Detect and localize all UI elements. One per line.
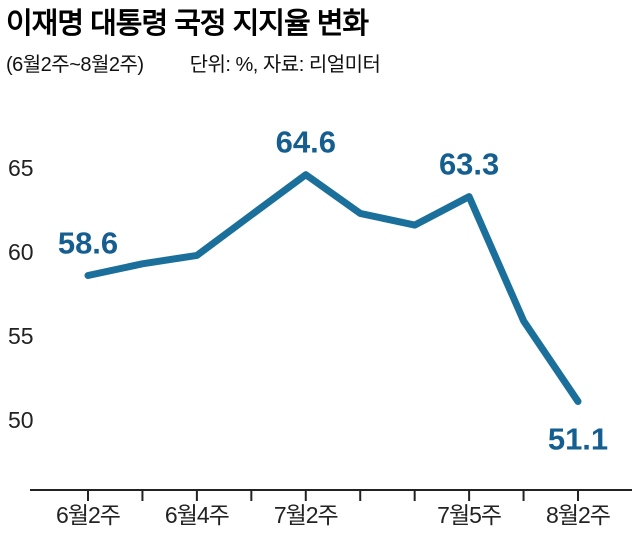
x-tick-label: 6월4주 [165, 502, 229, 528]
y-tick-label: 55 [8, 323, 34, 349]
point-value-label: 58.6 [58, 226, 118, 261]
x-tick-label: 7월2주 [274, 502, 338, 528]
point-value-label: 64.6 [276, 125, 336, 160]
chart-subtitle-row: (6월2주~8월2주) 단위: %, 자료: 리얼미터 [6, 48, 632, 77]
x-tick-label: 8월2주 [546, 502, 610, 528]
point-value-label: 51.1 [548, 422, 608, 457]
chart-period-label: (6월2주~8월2주) [6, 54, 144, 77]
y-tick-label: 65 [8, 155, 34, 181]
chart-header: 이재명 대통령 국정 지지율 변화 (6월2주~8월2주) 단위: %, 자료:… [0, 0, 632, 77]
y-tick-label: 50 [8, 407, 34, 433]
y-tick-label: 60 [8, 239, 34, 265]
point-value-label: 63.3 [439, 147, 499, 182]
approval-line [84, 171, 582, 405]
chart-unit-source-label: 단위: %, 자료: 리얼미터 [189, 54, 381, 77]
chart-title: 이재명 대통령 국정 지지율 변화 [6, 8, 369, 40]
x-tick-label: 6월2주 [56, 502, 120, 528]
approval-line-chart: 50 55 60 65 6월2주 6월4주 7월2주 7월5주 8월2주 58.6 64.6 63.3… [8, 125, 632, 528]
x-tick-label: 7월5주 [437, 502, 501, 528]
